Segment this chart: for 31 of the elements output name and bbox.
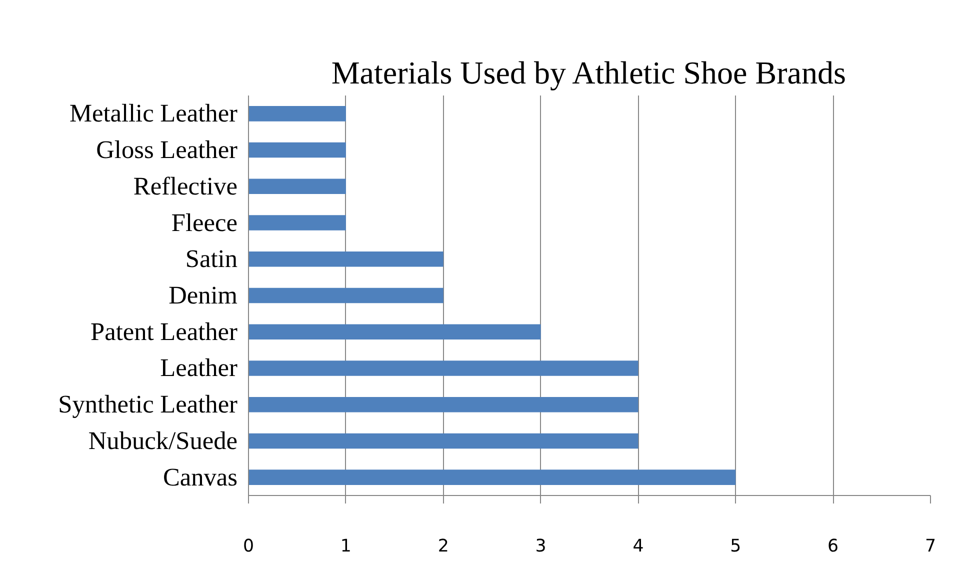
bar bbox=[248, 396, 638, 412]
y-tick-label: Metallic Leather bbox=[69, 100, 238, 128]
y-tick-label: Satin bbox=[185, 245, 238, 274]
y-tick-label: Patent Leather bbox=[90, 318, 238, 346]
x-tick-label: 2 bbox=[438, 536, 449, 556]
y-tick-label: Reflective bbox=[133, 172, 238, 200]
y-tick-label: Leather bbox=[160, 354, 238, 382]
bar bbox=[248, 360, 638, 376]
x-tick-label: 4 bbox=[632, 536, 644, 556]
bar bbox=[248, 142, 346, 158]
x-tick-label: 6 bbox=[828, 536, 839, 556]
x-tick-label: 1 bbox=[340, 536, 352, 556]
y-tick-label: Denim bbox=[168, 282, 238, 310]
x-tick-label: 0 bbox=[242, 536, 254, 556]
y-tick-label: Canvas bbox=[162, 463, 238, 492]
y-tick-label: Fleece bbox=[171, 208, 238, 237]
bar bbox=[248, 433, 638, 449]
y-tick-label: Gloss Leather bbox=[96, 136, 238, 164]
bar bbox=[248, 178, 346, 194]
bar bbox=[248, 106, 346, 122]
bar bbox=[248, 288, 444, 304]
y-tick-label: Nubuck/Suede bbox=[88, 426, 238, 455]
x-tick-label: 5 bbox=[730, 536, 742, 556]
bar bbox=[248, 324, 541, 340]
x-tick-label: 3 bbox=[535, 536, 546, 556]
bar bbox=[248, 252, 444, 267]
y-tick-label: Synthetic Leather bbox=[58, 390, 238, 419]
x-tick-label: 7 bbox=[924, 536, 936, 556]
bar bbox=[248, 470, 736, 485]
chart-title: Materials Used by Athletic Shoe Brands bbox=[331, 54, 846, 90]
bar bbox=[248, 215, 346, 230]
